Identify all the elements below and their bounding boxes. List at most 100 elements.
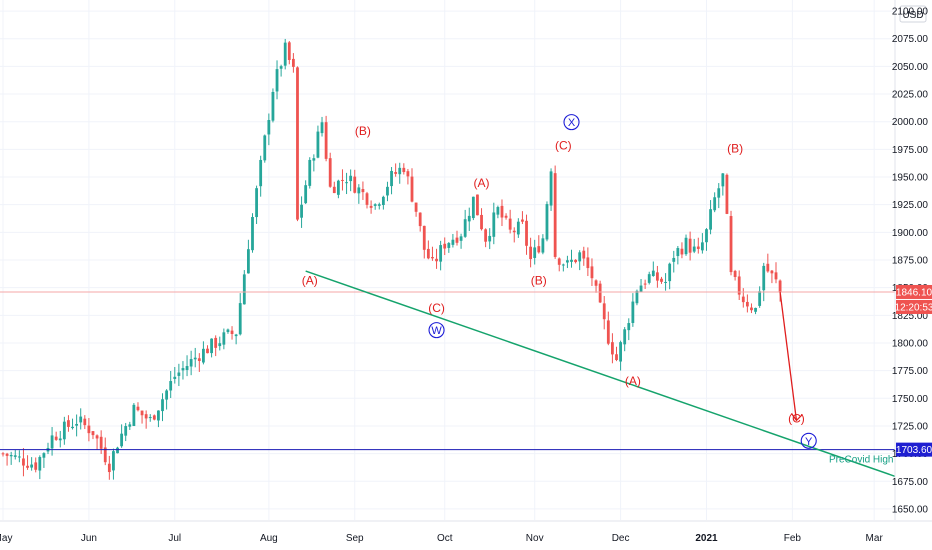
candle-body: [206, 348, 209, 354]
candle-body: [435, 258, 438, 262]
price-tick-label: 2100.00: [892, 7, 929, 18]
candle-body: [627, 323, 631, 331]
candle-body: [226, 329, 230, 333]
candle-body: [521, 219, 524, 222]
time-axis-panel[interactable]: [0, 521, 932, 550]
candle-body: [635, 290, 639, 304]
candle-body: [721, 173, 725, 187]
candle-body: [512, 230, 516, 233]
candle-body: [602, 303, 606, 320]
candle-body: [242, 274, 246, 305]
countdown-tag-bg: [896, 299, 932, 314]
candle-body: [504, 215, 508, 218]
candle-body: [341, 179, 344, 181]
candle-body: [651, 270, 655, 277]
candle-body: [688, 238, 692, 253]
time-tick-label: Dec: [612, 533, 630, 544]
wave-label-red: (A): [474, 176, 490, 190]
candle-body: [729, 216, 733, 273]
candle-body: [328, 158, 332, 187]
price-tick-label: 1925.00: [892, 200, 929, 211]
candle-body: [553, 173, 557, 257]
candle-body: [222, 332, 226, 345]
candle-body: [34, 462, 38, 470]
price-tick-label: 1750.00: [892, 394, 929, 405]
candle-body: [700, 242, 704, 251]
candle-body: [369, 205, 373, 208]
candle-body: [365, 193, 369, 205]
candle-body: [598, 283, 602, 303]
candle-body: [500, 205, 504, 218]
candle-body: [557, 258, 561, 265]
candle-body: [778, 280, 782, 292]
support-level-tag-text: 1703.60: [896, 445, 932, 456]
candle-body: [570, 259, 573, 262]
candle-body: [762, 265, 766, 291]
candle-body: [79, 416, 83, 423]
candle-body: [99, 436, 103, 449]
wave-labels: (B)(A)(C)W(A)(B)(C)X(A)(B)(C)Y: [302, 114, 817, 449]
price-tick-label: 1900.00: [892, 228, 929, 239]
candle-body: [152, 415, 156, 420]
candle-body: [733, 270, 737, 277]
candle-body: [545, 204, 549, 240]
candle-body: [71, 426, 74, 429]
candle-body: [316, 131, 320, 158]
wave-label-blue: Y: [805, 436, 813, 448]
price-tick-label: 2000.00: [892, 117, 929, 128]
candle-body: [169, 381, 173, 391]
candle-body: [496, 207, 500, 215]
candle-body: [42, 453, 46, 458]
candle-body: [619, 342, 622, 362]
candle-body: [754, 307, 757, 312]
candle-body: [107, 463, 111, 473]
candle-body: [737, 276, 741, 295]
candle-body: [774, 272, 778, 280]
candle-body: [611, 342, 614, 355]
wave-label-blue: W: [431, 325, 442, 337]
wave-label-red: (A): [302, 273, 318, 287]
candle-body: [26, 465, 29, 468]
candle-body: [5, 453, 9, 456]
candle-body: [30, 464, 34, 468]
candle-body: [275, 69, 279, 92]
candle-body: [467, 215, 471, 222]
time-tick-label: Oct: [437, 533, 453, 544]
candle-body: [381, 196, 385, 206]
candle-body: [594, 280, 598, 286]
candle-body: [300, 204, 303, 218]
candle-body: [615, 354, 618, 361]
candle-body: [9, 454, 13, 457]
candle-body: [157, 410, 160, 421]
candle-body: [116, 447, 119, 454]
candle-body: [463, 219, 467, 237]
candle-body: [148, 417, 152, 419]
price-tick-label: 2075.00: [892, 34, 929, 45]
candle-body: [410, 176, 414, 202]
candle-body: [459, 236, 463, 241]
candle-body: [631, 301, 635, 323]
candle-body: [414, 202, 418, 212]
candle-body: [91, 431, 95, 436]
candle-body: [484, 229, 488, 242]
candle-body: [516, 221, 520, 235]
candle-body: [144, 414, 148, 419]
candle-body: [312, 158, 316, 161]
projection-arrow-head: [790, 413, 803, 422]
candle-body: [471, 196, 475, 219]
candle-body: [308, 159, 312, 186]
candles-layer: [1, 38, 782, 480]
price-tick-label: 1950.00: [892, 173, 929, 184]
support-level-tag-bg: [896, 442, 932, 457]
candle-body: [87, 425, 91, 434]
projection-arrow[interactable]: [779, 291, 803, 422]
candle-body: [353, 176, 357, 193]
candle-body: [251, 217, 254, 251]
candle-body: [606, 320, 610, 344]
time-tick-label: Nov: [526, 533, 544, 544]
candle-body: [75, 423, 79, 426]
price-axis-panel[interactable]: [895, 0, 932, 520]
currency-badge[interactable]: [899, 5, 927, 23]
lower-trendline[interactable]: [305, 270, 904, 480]
